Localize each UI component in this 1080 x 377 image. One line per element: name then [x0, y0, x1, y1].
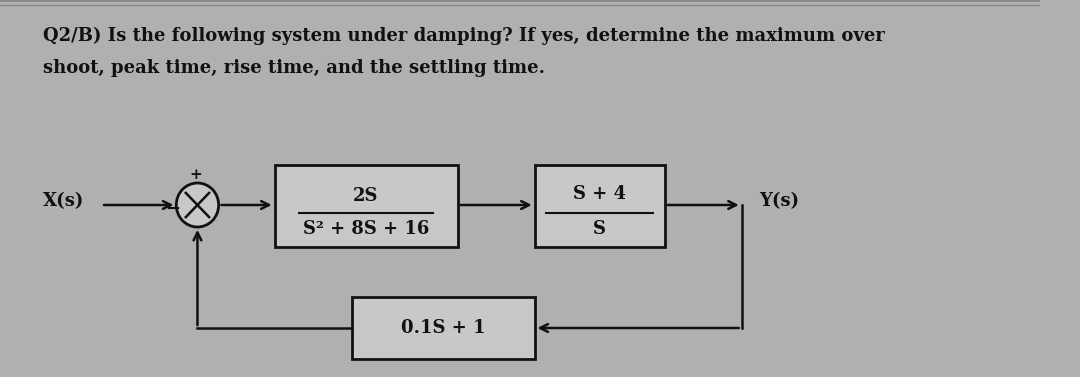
Text: Y(s): Y(s): [759, 192, 799, 210]
Circle shape: [176, 183, 218, 227]
Text: shoot, peak time, rise time, and the settling time.: shoot, peak time, rise time, and the set…: [43, 59, 545, 77]
Text: +: +: [189, 168, 202, 182]
Text: X(s): X(s): [43, 192, 84, 210]
Text: 2S: 2S: [353, 187, 379, 205]
Bar: [274, 165, 458, 247]
Text: S + 4: S + 4: [573, 185, 626, 203]
Text: S² + 8S + 16: S² + 8S + 16: [302, 220, 429, 238]
Text: Q2/B) Is the following system under damping? If yes, determine the maximum over: Q2/B) Is the following system under damp…: [43, 27, 886, 45]
Text: S: S: [593, 220, 606, 238]
Text: 0.1S + 1: 0.1S + 1: [401, 319, 485, 337]
Bar: [535, 165, 664, 247]
Text: −: −: [165, 201, 180, 218]
Bar: [352, 297, 535, 359]
